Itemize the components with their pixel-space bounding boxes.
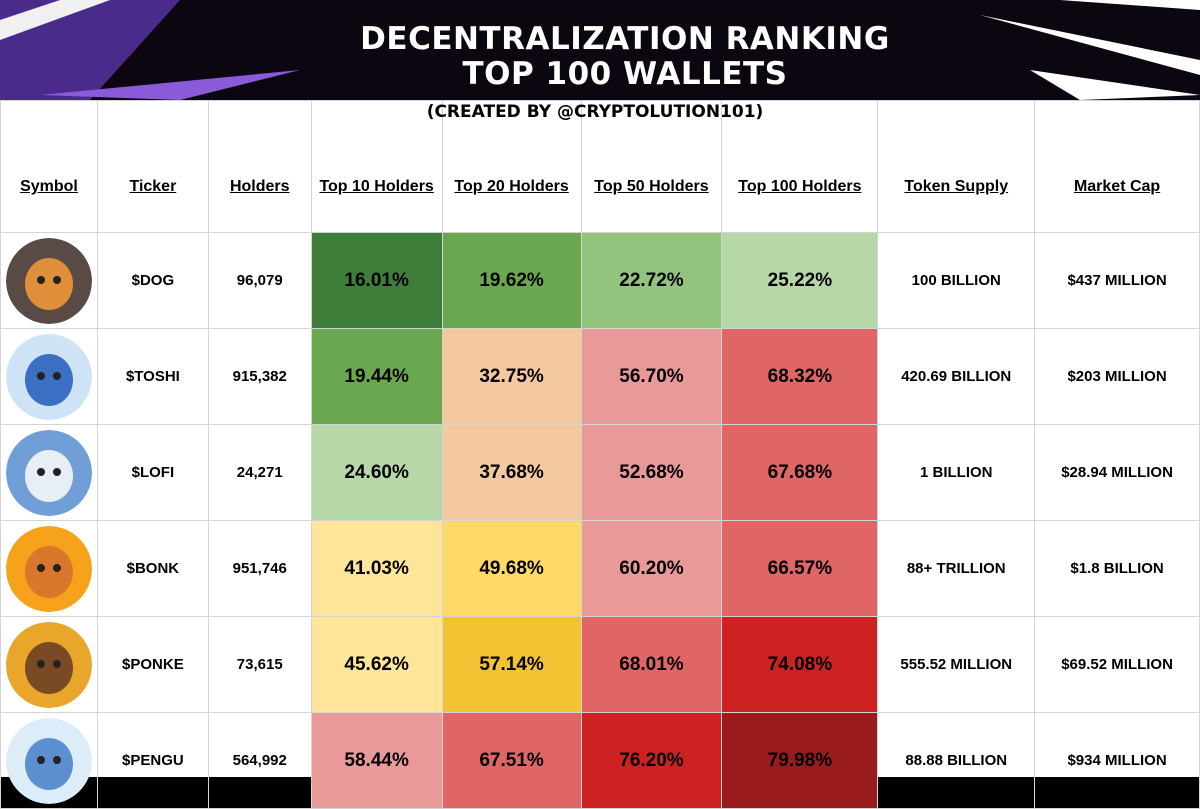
holders-cell: 24,271 [207, 424, 312, 521]
top20-cell: 37.68% [441, 424, 582, 521]
symbol-cell [0, 232, 98, 329]
top10-cell: 41.03% [310, 520, 443, 617]
top100-cell: 67.68% [721, 424, 879, 521]
header-symbol: Symbol [0, 100, 98, 233]
top20-cell: 32.75% [441, 328, 582, 425]
holders-cell: 73,615 [207, 616, 312, 713]
top20-cell: 49.68% [441, 520, 582, 617]
table-row: $BONK 951,746 41.03% 49.68% 60.20% 66.57% 88+ … [0, 520, 1200, 617]
holders-cell: 564,992 [207, 712, 312, 809]
top50-cell: 76.20% [580, 712, 723, 809]
title-line-2: TOP 100 WALLETS [462, 56, 788, 92]
supply-cell: 88+ TRILLION [877, 520, 1036, 617]
ticker-cell: $BONK [96, 520, 209, 617]
title-banner: DECENTRALIZATION RANKING TOP 100 WALLETS [0, 0, 1200, 100]
monkey-icon [5, 621, 92, 708]
header-top20: Top 20 Holders [441, 100, 582, 233]
market-cap-cell: $203 MILLION [1034, 328, 1200, 425]
top100-cell: 68.32% [721, 328, 879, 425]
ticker-cell: $DOG [96, 232, 209, 329]
supply-cell: 420.69 BILLION [877, 328, 1036, 425]
top10-cell: 24.60% [310, 424, 443, 521]
top50-cell: 60.20% [580, 520, 723, 617]
credit-line: (CREATED BY @CRYPTOLUTION101) [426, 102, 764, 122]
top50-cell: 56.70% [580, 328, 723, 425]
supply-cell: 88.88 BILLION [877, 712, 1036, 809]
top100-cell: 79.98% [721, 712, 879, 809]
symbol-cell [0, 520, 98, 617]
ticker-cell: $TOSHI [96, 328, 209, 425]
market-cap-cell: $934 MILLION [1034, 712, 1200, 809]
top10-cell: 45.62% [310, 616, 443, 713]
top20-cell: 57.14% [441, 616, 582, 713]
top50-cell: 52.68% [580, 424, 723, 521]
symbol-cell [0, 424, 98, 521]
table-row: $TOSHI 915,382 19.44% 32.75% 56.70% 68.32% 420… [0, 328, 1200, 425]
header-holders: Holders [207, 100, 312, 233]
table-row: $LOFI 24,271 24.60% 37.68% 52.68% 67.68% 1 BIL… [0, 424, 1200, 521]
table-row: $PONKE 73,615 45.62% 57.14% 68.01% 74.08% 555.… [0, 616, 1200, 713]
top20-cell: 67.51% [441, 712, 582, 809]
market-cap-cell: $1.8 BILLION [1034, 520, 1200, 617]
top50-cell: 68.01% [580, 616, 723, 713]
ticker-cell: $PONKE [96, 616, 209, 713]
market-cap-cell: $437 MILLION [1034, 232, 1200, 329]
table-row: $PENGU 564,992 58.44% 67.51% 76.20% 79.98% 88.… [0, 712, 1200, 809]
top10-cell: 58.44% [310, 712, 443, 809]
market-cap-cell: $69.52 MILLION [1034, 616, 1200, 713]
top50-cell: 22.72% [580, 232, 723, 329]
top100-cell: 66.57% [721, 520, 879, 617]
symbol-cell [0, 712, 98, 809]
table-row: $DOG 96,079 16.01% 19.62% 22.72% 25.22% 100 BI… [0, 232, 1200, 329]
symbol-cell [0, 616, 98, 713]
banner-decoration [0, 0, 1200, 100]
top100-cell: 25.22% [721, 232, 879, 329]
ticker-cell: $LOFI [96, 424, 209, 521]
title-line-1: DECENTRALIZATION RANKING [360, 21, 890, 57]
ranking-table: Symbol Ticker Holders Top 10 Holders Top… [0, 100, 1200, 809]
supply-cell: 555.52 MILLION [877, 616, 1036, 713]
shiba-dog-icon [5, 525, 92, 612]
header-ticker: Ticker [96, 100, 209, 233]
header-mcap: Market Cap [1034, 100, 1200, 233]
holders-cell: 915,382 [207, 328, 312, 425]
yeti-icon [5, 429, 92, 516]
header-supply: Token Supply [877, 100, 1036, 233]
supply-cell: 100 BILLION [877, 232, 1036, 329]
blue-cat-icon [5, 333, 92, 420]
top20-cell: 19.62% [441, 232, 582, 329]
symbol-cell [0, 328, 98, 425]
holders-cell: 96,079 [207, 232, 312, 329]
market-cap-cell: $28.94 MILLION [1034, 424, 1200, 521]
ticker-cell: $PENGU [96, 712, 209, 809]
top10-cell: 19.44% [310, 328, 443, 425]
table-body: $DOG 96,079 16.01% 19.62% 22.72% 25.22% 100 BI… [0, 232, 1200, 809]
holders-cell: 951,746 [207, 520, 312, 617]
top10-cell: 16.01% [310, 232, 443, 329]
penguin-icon [5, 717, 92, 804]
chart-title: DECENTRALIZATION RANKING TOP 100 WALLETS [0, 22, 1200, 92]
top100-cell: 74.08% [721, 616, 879, 713]
dog-in-orange-hoodie-icon [5, 237, 92, 324]
supply-cell: 1 BILLION [877, 424, 1036, 521]
